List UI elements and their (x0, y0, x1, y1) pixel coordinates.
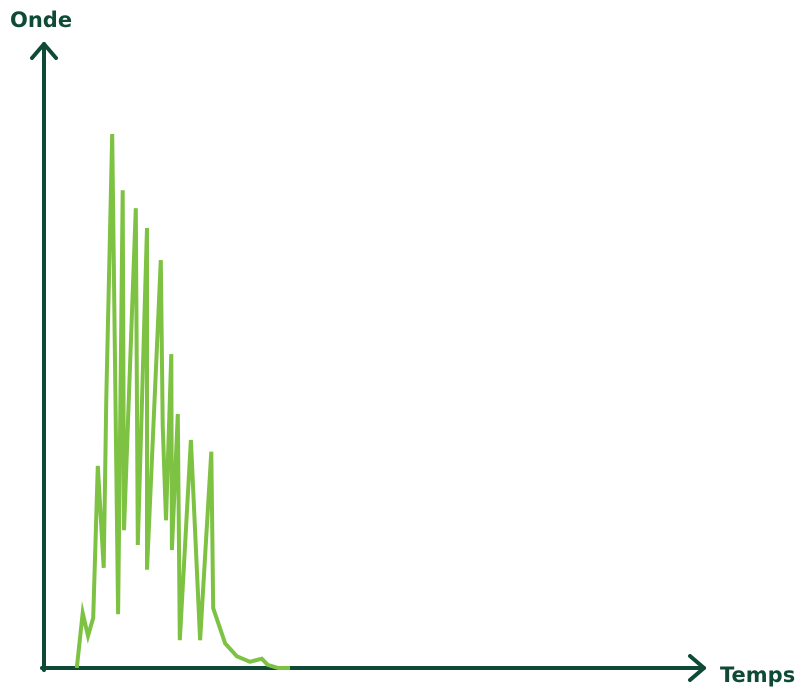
y-axis-label: Onde (10, 8, 72, 32)
axes (30, 42, 706, 682)
y-axis-arrow (30, 42, 58, 60)
x-axis-arrow (688, 654, 706, 682)
data-line (74, 133, 290, 670)
x-axis-label: Temps (720, 663, 795, 687)
